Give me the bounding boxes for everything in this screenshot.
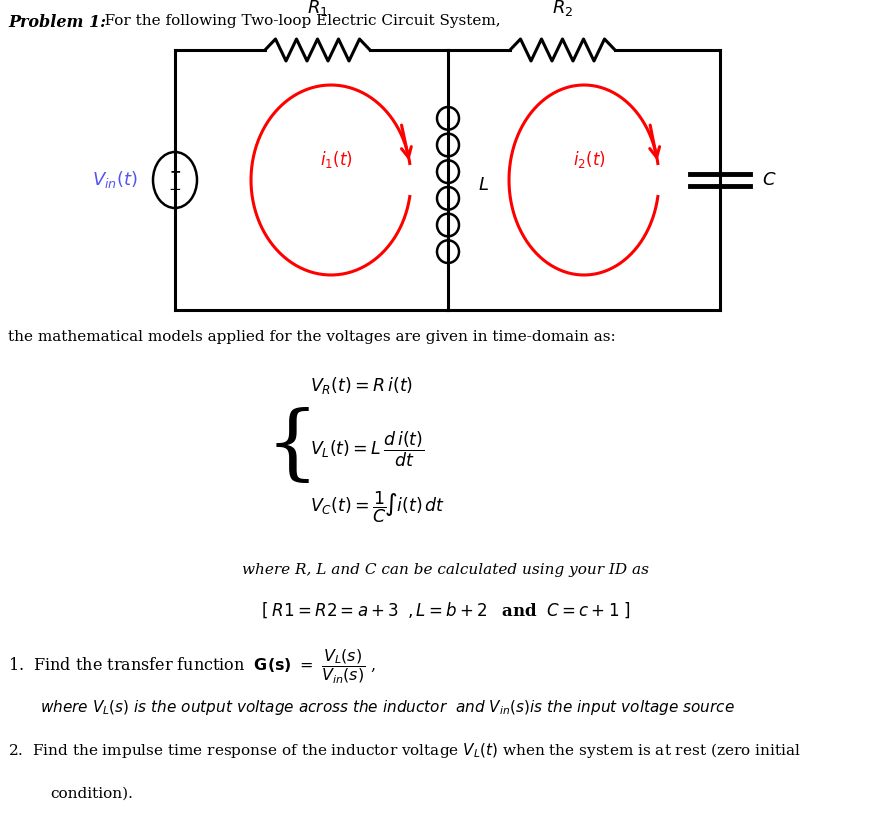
Text: 2.  Find the impulse time response of the inductor voltage $V_L(t)$ when the sys: 2. Find the impulse time response of the… bbox=[8, 741, 800, 760]
Text: the mathematical models applied for the voltages are given in time-domain as:: the mathematical models applied for the … bbox=[8, 330, 615, 344]
Text: Problem 1:: Problem 1: bbox=[8, 14, 106, 31]
Text: $R_1$: $R_1$ bbox=[307, 0, 328, 18]
Text: $V_R(t) = R\,i(t)$: $V_R(t) = R\,i(t)$ bbox=[310, 375, 413, 396]
Text: $[\;R1 = R2 = a + 3\;\;,L = b + 2\;\;$ and $\;C = c + 1\;]$: $[\;R1 = R2 = a + 3\;\;,L = b + 2\;\;$ a… bbox=[261, 600, 631, 620]
Text: +: + bbox=[169, 165, 181, 179]
Text: $V_C(t) = \dfrac{1}{C}\!\int i(t)\,dt$: $V_C(t) = \dfrac{1}{C}\!\int i(t)\,dt$ bbox=[310, 490, 445, 525]
Text: $\mathit{where\ V_L(s)\ is\ the\ output\ voltage\ across\ the\ inductor\ \ and\ : $\mathit{where\ V_L(s)\ is\ the\ output\… bbox=[40, 698, 735, 717]
Text: $R_2$: $R_2$ bbox=[552, 0, 574, 18]
Text: condition).: condition). bbox=[50, 787, 133, 801]
Text: −: − bbox=[169, 183, 181, 197]
Text: {: { bbox=[266, 407, 318, 487]
Text: $\mathbf{\mathit{V_{in}(t)}}$: $\mathbf{\mathit{V_{in}(t)}}$ bbox=[92, 169, 138, 191]
Text: For the following Two-loop Electric Circuit System,: For the following Two-loop Electric Circ… bbox=[90, 14, 500, 28]
Text: $C$: $C$ bbox=[762, 171, 777, 189]
Text: 1.  Find the transfer function  $\mathbf{G(s)}$ $=$ $\dfrac{V_L(s)}{V_{in}(s)}$ : 1. Find the transfer function $\mathbf{G… bbox=[8, 648, 376, 686]
Text: $L$: $L$ bbox=[478, 176, 489, 194]
Text: where R, L and C can be calculated using your ID as: where R, L and C can be calculated using… bbox=[243, 563, 649, 577]
Text: $V_L(t) = L\,\dfrac{d\,i(t)}{dt}$: $V_L(t) = L\,\dfrac{d\,i(t)}{dt}$ bbox=[310, 430, 425, 469]
Text: $i_1(t)$: $i_1(t)$ bbox=[319, 150, 352, 170]
Text: $i_2(t)$: $i_2(t)$ bbox=[573, 150, 606, 170]
